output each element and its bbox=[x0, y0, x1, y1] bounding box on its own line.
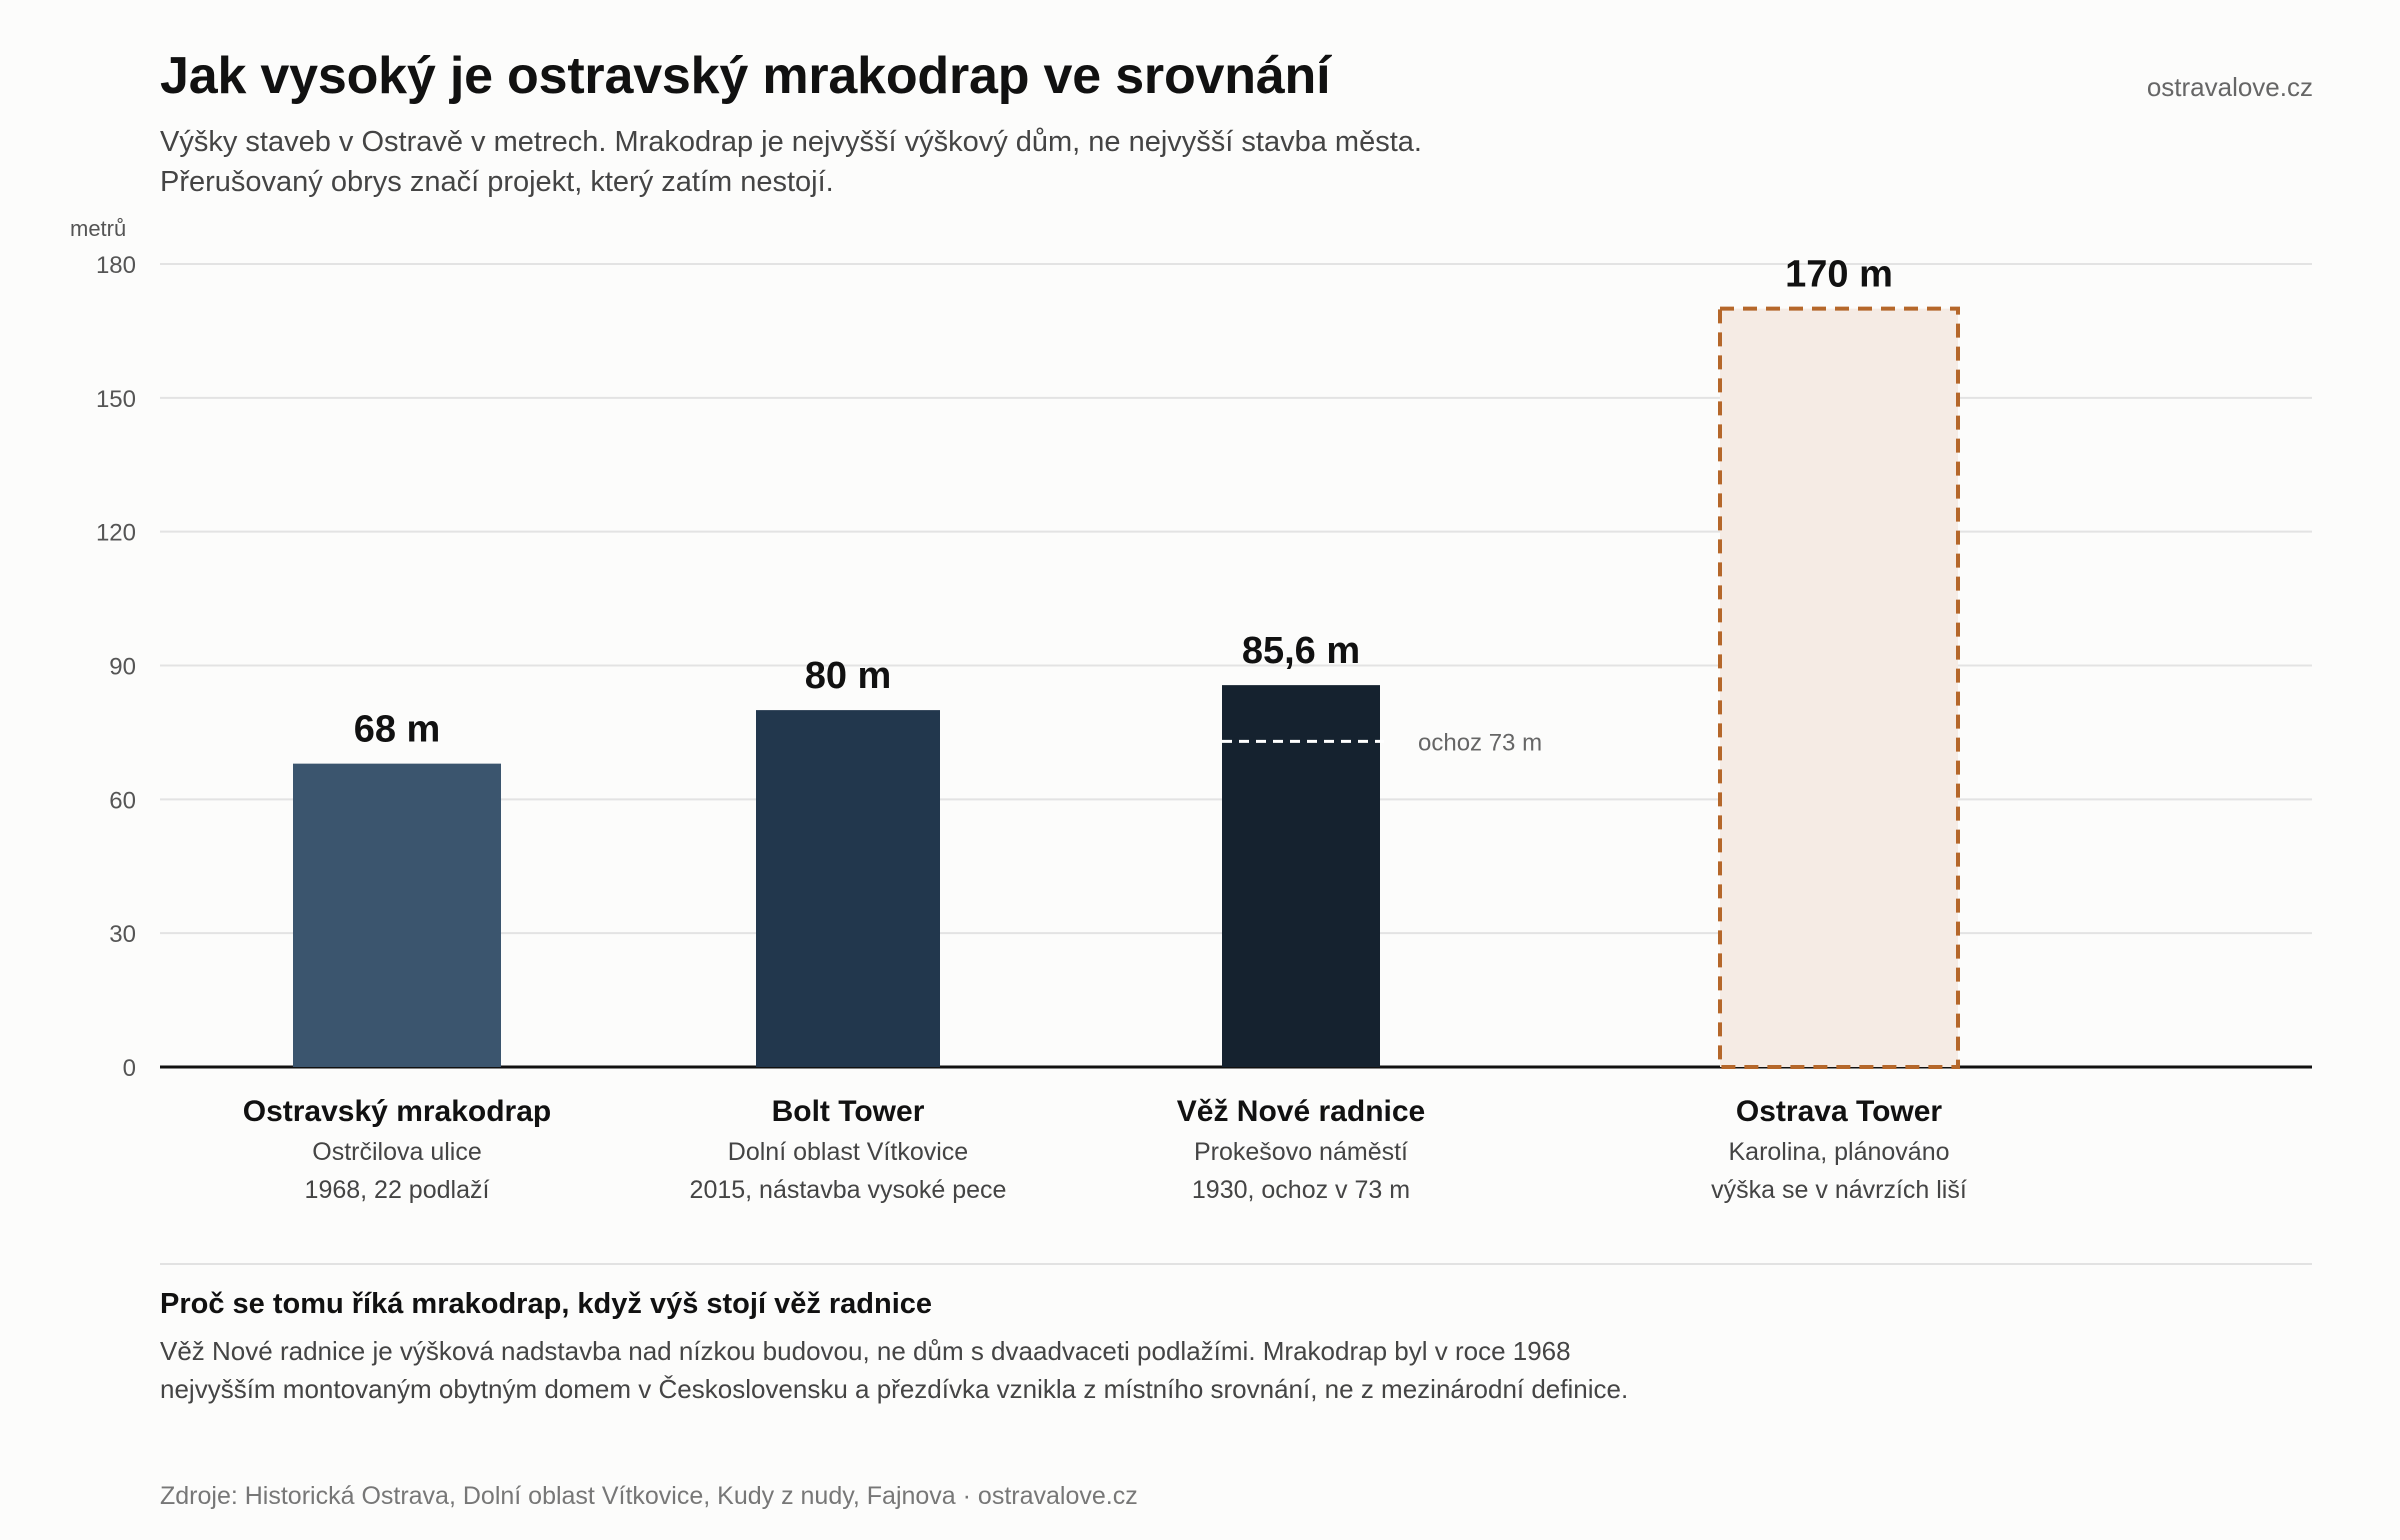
y-tick-label: 0 bbox=[123, 1055, 136, 1082]
note-line: Věž Nové radnice je výšková nadstavba na… bbox=[160, 1336, 1571, 1366]
category-detail: 2015, nástavba vysoké pece bbox=[690, 1176, 1007, 1204]
category-label: Ostravský mrakodrap bbox=[243, 1095, 552, 1128]
planned-bar bbox=[1718, 306, 1960, 1070]
note-title: Proč se tomu říká mrakodrap, když výš st… bbox=[160, 1288, 933, 1320]
section-divider bbox=[160, 1263, 2312, 1265]
note-line: nejvyšším montovaným obytným domem v Čes… bbox=[160, 1374, 1629, 1404]
category-label: Ostrava Tower bbox=[1736, 1095, 1943, 1128]
category-detail: 1968, 22 podlaží bbox=[305, 1176, 490, 1204]
bar bbox=[1222, 685, 1380, 1067]
marker-label: ochoz 73 m bbox=[1418, 729, 1542, 756]
value-label: 170 m bbox=[1785, 254, 1893, 296]
y-tick-label: 150 bbox=[96, 386, 136, 413]
category-label: Věž Nové radnice bbox=[1177, 1095, 1425, 1128]
category-detail: 1930, ochoz v 73 m bbox=[1192, 1176, 1410, 1204]
category-detail: Ostrčilova ulice bbox=[312, 1138, 482, 1166]
category-detail: výška se v návrzích liší bbox=[1711, 1176, 1967, 1204]
category-detail: Dolní oblast Vítkovice bbox=[728, 1138, 968, 1166]
category-detail: Karolina, plánováno bbox=[1729, 1138, 1950, 1166]
chart-title: Jak vysoký je ostravský mrakodrap ve sro… bbox=[160, 47, 1331, 105]
y-tick-label: 180 bbox=[96, 252, 136, 279]
category-detail: Prokešovo náměstí bbox=[1194, 1138, 1408, 1166]
y-tick-label: 120 bbox=[96, 520, 136, 547]
subtitle-line: Přerušovaný obrys značí projekt, který z… bbox=[160, 166, 834, 198]
y-axis-label: metrů bbox=[70, 216, 126, 241]
brand-label: ostravalove.cz bbox=[2146, 72, 2313, 102]
bar bbox=[756, 710, 940, 1067]
subtitle-line: Výšky staveb v Ostravě v metrech. Mrakod… bbox=[160, 126, 1422, 158]
y-tick-label: 60 bbox=[109, 787, 136, 814]
value-label: 68 m bbox=[354, 709, 441, 751]
chart-subtitle: Výšky staveb v Ostravě v metrech. Mrakod… bbox=[160, 122, 1422, 202]
y-tick-label: 30 bbox=[109, 921, 136, 948]
bar-chart: metrů 0 30 60 90 120 150 180 68 m Ostravský mrako… bbox=[70, 216, 2312, 1204]
source-note: Zdroje: Historická Ostrava, Dolní oblast… bbox=[160, 1482, 1138, 1510]
y-tick-label: 90 bbox=[109, 654, 136, 681]
category-label: Bolt Tower bbox=[772, 1095, 925, 1128]
value-label: 85,6 m bbox=[1242, 630, 1360, 672]
bar bbox=[293, 763, 501, 1067]
note-body: Věž Nové radnice je výšková nadstavba na… bbox=[160, 1332, 1628, 1408]
value-label: 80 m bbox=[805, 655, 892, 697]
